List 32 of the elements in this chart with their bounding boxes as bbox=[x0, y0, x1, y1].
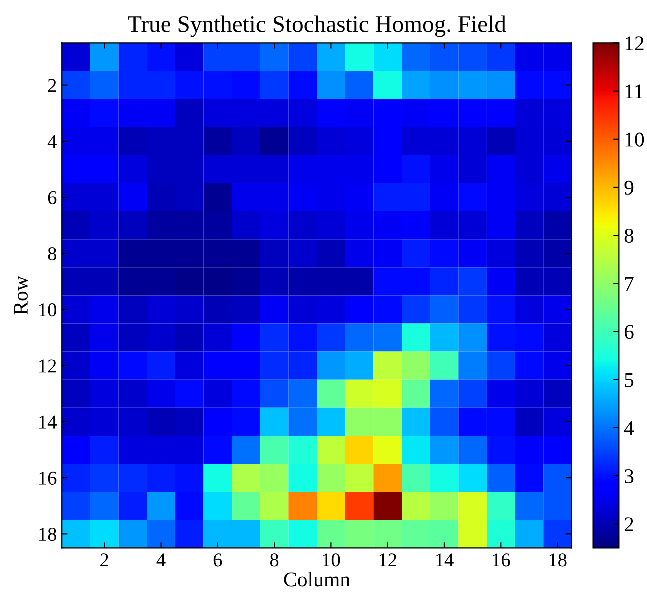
x-axis-title: Column bbox=[284, 572, 350, 587]
x-tick-label: 6 bbox=[214, 554, 222, 567]
x-tick-label: 2 bbox=[100, 554, 108, 567]
y-tick-label: 2 bbox=[48, 79, 56, 92]
x-tick-label: 12 bbox=[380, 554, 396, 567]
color-bar-label: 4 bbox=[624, 421, 634, 436]
y-tick-label: 16 bbox=[40, 472, 57, 485]
color-bar-label: 6 bbox=[624, 325, 634, 340]
y-tick-label: 12 bbox=[40, 360, 56, 373]
color-bar-label: 11 bbox=[626, 84, 643, 99]
x-tick-label: 14 bbox=[436, 554, 454, 567]
color-bar-label: 7 bbox=[625, 277, 634, 291]
y-tick-label: 6 bbox=[48, 191, 57, 204]
color-bar-label: 12 bbox=[626, 36, 644, 50]
color-bar-label: 9 bbox=[624, 180, 634, 195]
color-bar-label: 8 bbox=[624, 228, 634, 244]
color-bar-label: 2 bbox=[624, 518, 634, 532]
y-tick-label: 4 bbox=[48, 135, 57, 148]
y-tick-label: 18 bbox=[40, 528, 57, 542]
color-bar-label: 10 bbox=[626, 132, 644, 147]
y-tick-label: 14 bbox=[40, 416, 57, 429]
color-bar-label: 3 bbox=[625, 469, 634, 484]
y-tick-label: 8 bbox=[48, 247, 57, 261]
x-tick-label: 8 bbox=[270, 554, 279, 567]
y-axis-title: Row bbox=[14, 276, 28, 315]
y-tick-label: 10 bbox=[40, 304, 57, 317]
x-tick-label: 18 bbox=[550, 554, 567, 567]
x-tick-label: 10 bbox=[323, 554, 340, 567]
color-bar-label: 5 bbox=[625, 373, 634, 388]
x-tick-label: 4 bbox=[156, 554, 166, 567]
chart-title: True Synthetic Stochastic Homog. Field bbox=[128, 16, 506, 38]
x-tick-label: 16 bbox=[493, 554, 510, 567]
